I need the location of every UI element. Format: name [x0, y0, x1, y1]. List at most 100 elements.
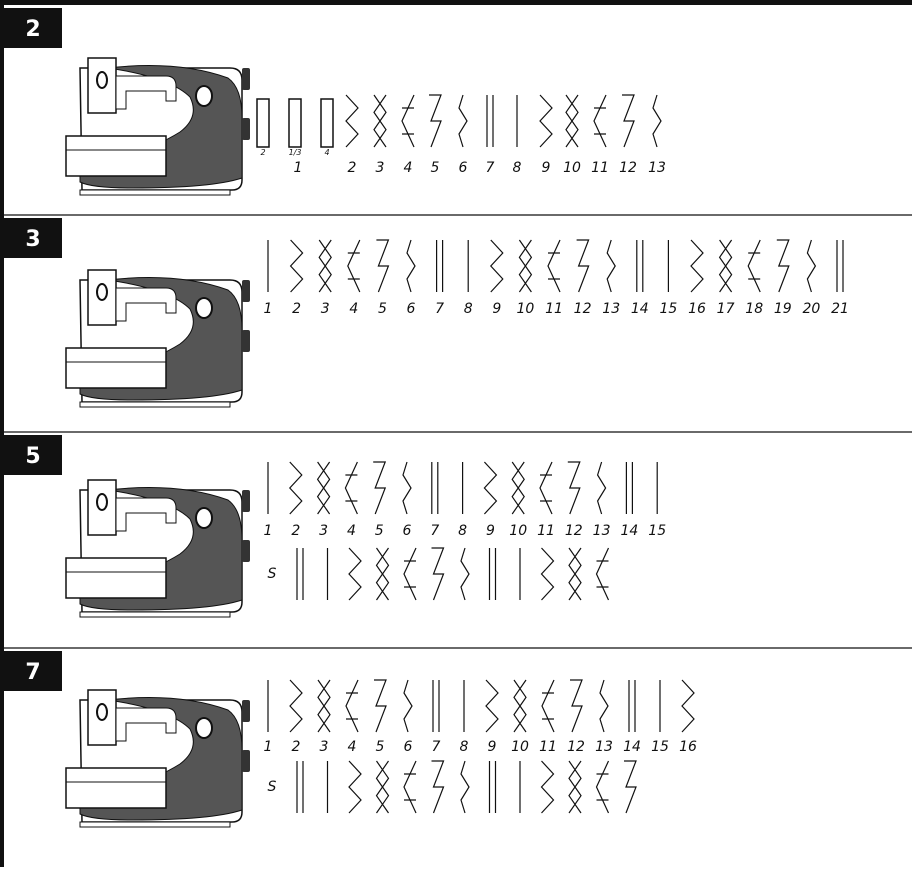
- stitch-number: 14: [620, 523, 638, 539]
- stitch-icon: [375, 547, 390, 601]
- stitch-number: 1: [294, 160, 303, 176]
- stitch-icon: [344, 461, 358, 515]
- stitch-number: 4: [348, 739, 357, 755]
- stitch-number: 10: [511, 739, 529, 755]
- stitch-number: 14: [623, 739, 641, 755]
- buttonhole-icon: [320, 98, 334, 148]
- stitch-icon: [540, 547, 555, 601]
- stitch-icon: [296, 761, 304, 813]
- stitch-number: 5: [378, 301, 387, 317]
- stitch-icon: [625, 462, 633, 514]
- stitch-icon: [599, 679, 609, 733]
- sub-label: 4: [324, 148, 329, 157]
- stitch-number: 9: [492, 301, 501, 317]
- special-label: S: [268, 779, 277, 795]
- stitch-icon: [568, 547, 582, 601]
- stitch-icon: [690, 239, 704, 293]
- stitch-icon: [624, 760, 637, 814]
- stitch-number: 13: [602, 301, 620, 317]
- stitch-icon: [458, 94, 468, 148]
- left-border: [0, 0, 4, 867]
- buttonhole-icon: [288, 98, 302, 148]
- stitch-number: 13: [593, 523, 611, 539]
- stitch-icon: [652, 94, 662, 148]
- stitch-icon: [596, 461, 607, 515]
- special-label: S: [268, 566, 277, 582]
- stitch-number: 13: [595, 739, 613, 755]
- stitch-icon: [567, 461, 581, 515]
- stitch-icon: [402, 461, 412, 515]
- stitch-icon: [806, 239, 817, 293]
- stitch-icon: [403, 760, 417, 814]
- stitch-icon: [348, 547, 362, 601]
- stitch-number: 21: [831, 301, 849, 317]
- badge: [4, 218, 62, 258]
- stitch-number: 2: [292, 301, 301, 317]
- stitch-icon: [460, 760, 470, 814]
- stitch-icon: [606, 239, 616, 293]
- stitch-icon: [401, 94, 415, 148]
- stitch-icon: [570, 679, 583, 733]
- stitch-icon: [628, 680, 636, 732]
- badge-number: 7: [25, 660, 40, 685]
- stitch-icon: [373, 94, 387, 148]
- stitch-number: 10: [516, 301, 534, 317]
- stitch-icon: [431, 760, 445, 814]
- sub-label: 2: [260, 148, 265, 157]
- stitch-icon: [576, 239, 590, 293]
- stitch-number: 6: [403, 523, 412, 539]
- stitch-icon: [403, 547, 417, 601]
- stitch-number: 9: [486, 523, 495, 539]
- stitch-icon: [595, 547, 610, 601]
- badge-number: 3: [25, 227, 40, 252]
- stitch-icon: [747, 239, 761, 293]
- stitch-number: 12: [619, 160, 637, 176]
- stitch-icon: [348, 760, 362, 814]
- stitch-icon: [540, 760, 555, 814]
- stitch-icon: [565, 94, 579, 148]
- stitch-number: 6: [404, 739, 413, 755]
- stitch-number: 6: [407, 301, 416, 317]
- stitch-icon: [539, 94, 553, 148]
- stitch-number: 10: [509, 523, 527, 539]
- stitch-icon: [595, 760, 610, 814]
- stitch-icon: [296, 548, 304, 600]
- stitch-number: 13: [648, 160, 666, 176]
- stitch-number: 5: [375, 523, 384, 539]
- top-border: [0, 0, 912, 5]
- stitch-number: 1: [264, 301, 273, 317]
- stitch-number: 11: [591, 160, 609, 176]
- stitch-number: 8: [464, 301, 473, 317]
- stitch-number: 2: [348, 160, 357, 176]
- stitch-number: 9: [542, 160, 551, 176]
- stitch-number: 18: [745, 301, 763, 317]
- stitch-icon: [345, 94, 359, 148]
- stitch-number: 3: [320, 739, 329, 755]
- stitch-number: 6: [459, 160, 468, 176]
- stitch-icon: [347, 239, 361, 293]
- stitch-icon: [776, 239, 790, 293]
- stitch-icon: [622, 94, 635, 148]
- stitch-icon: [289, 239, 304, 293]
- stitch-icon: [374, 679, 387, 733]
- stitch-icon: [518, 239, 533, 293]
- stitch-number: 8: [460, 739, 469, 755]
- stitch-icon: [345, 679, 359, 733]
- stitch-number: 1: [264, 739, 273, 755]
- badge: [4, 435, 62, 475]
- stitch-icon: [718, 239, 733, 293]
- stitch-number: 1: [264, 523, 273, 539]
- stitch-icon: [483, 461, 498, 515]
- stitch-icon: [376, 239, 390, 293]
- stitch-number: 3: [376, 160, 385, 176]
- stitch-icon: [489, 239, 504, 293]
- section: 31 2 3 4 5 6 7 8 9 10 11 12 13 14 15 16 17 18 19 20 21: [4, 214, 912, 408]
- stitch-icon: [316, 461, 331, 515]
- stitch-icon: [547, 239, 561, 293]
- stitch-icon: [488, 761, 497, 813]
- stitch-number: 7: [432, 739, 441, 755]
- stitch-icon: [539, 461, 553, 515]
- stitch-icon: [432, 680, 440, 732]
- stitch-icon: [511, 461, 525, 515]
